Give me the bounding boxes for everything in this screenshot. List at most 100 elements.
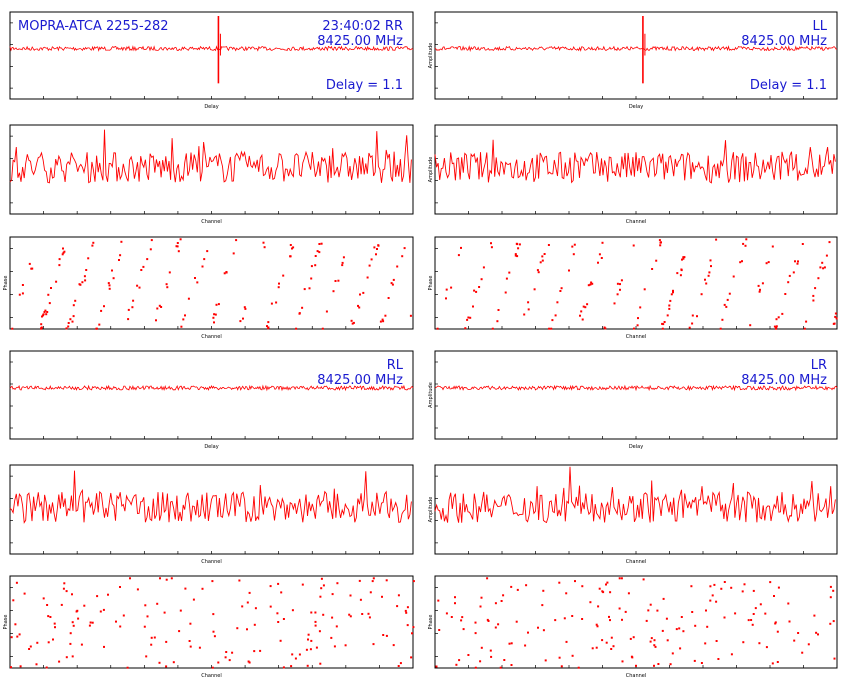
phase-point	[78, 283, 81, 286]
phase-point	[595, 646, 598, 649]
phase-point	[391, 283, 394, 286]
phase-point	[138, 286, 141, 289]
frequency-label: 8425.00 MHz	[741, 373, 827, 388]
y-axis-label: Amplitude	[428, 497, 434, 523]
phase-point	[129, 577, 131, 580]
phase-point	[630, 655, 633, 658]
phase-point	[817, 277, 820, 280]
phase-point	[411, 632, 413, 635]
phase-point	[510, 642, 513, 645]
phase-point	[500, 600, 503, 602]
phase-point	[508, 271, 511, 274]
phase-point	[480, 278, 483, 281]
phase-point	[188, 640, 191, 642]
phase-point	[350, 319, 353, 322]
phase-point	[48, 302, 51, 305]
phase-point	[292, 246, 295, 249]
phase-point	[392, 644, 395, 647]
phase-point	[211, 580, 214, 583]
phase-point	[88, 624, 91, 627]
phase-point	[554, 314, 557, 317]
phase-point	[146, 258, 149, 261]
phase-point	[397, 594, 400, 597]
phase-point	[295, 327, 298, 330]
phase-point	[711, 594, 714, 597]
phase-point	[359, 598, 362, 601]
phase-point	[775, 318, 778, 321]
phase-point	[45, 666, 48, 669]
phase-point	[543, 253, 546, 255]
phase-point	[710, 265, 712, 268]
phase-point	[232, 252, 235, 255]
phase-point	[331, 616, 334, 619]
phase-point	[342, 256, 345, 259]
phase-point	[537, 271, 540, 274]
phase-point	[612, 645, 615, 648]
phase-point	[437, 599, 440, 602]
plot-frame	[9, 236, 414, 330]
phase-point	[359, 293, 361, 296]
phase-point	[637, 317, 639, 320]
phase-point	[591, 647, 594, 650]
phase-point	[267, 326, 270, 329]
phase-point	[277, 621, 280, 623]
phase-point	[76, 609, 79, 612]
phase-point	[726, 298, 729, 301]
phase-point	[450, 286, 453, 289]
phase-point	[176, 242, 179, 244]
phase-point	[559, 290, 562, 292]
phase-point	[666, 314, 669, 317]
phase-point	[834, 312, 837, 315]
phase-point	[92, 241, 95, 244]
phase-point	[663, 321, 666, 323]
phase-point	[47, 293, 50, 296]
phase-point	[565, 640, 568, 643]
phase-point	[146, 615, 149, 618]
phase-point	[289, 255, 292, 258]
phase-point	[486, 577, 489, 580]
phase-point	[409, 314, 412, 317]
phase-point	[514, 253, 517, 256]
phase-point	[682, 630, 685, 633]
phase-point	[11, 327, 14, 330]
phase-point	[454, 596, 456, 599]
phase-point	[752, 589, 755, 592]
phase-point	[771, 245, 774, 248]
phase-point	[289, 244, 292, 246]
phase-point	[661, 322, 664, 325]
phase-point	[645, 619, 648, 622]
phase-point	[21, 284, 24, 286]
phase-point	[160, 306, 163, 308]
phase-point	[91, 244, 94, 247]
x-axis-label: Delay	[204, 104, 218, 110]
phase-point	[516, 255, 519, 258]
phase-point	[829, 596, 832, 599]
phase-point	[168, 271, 171, 274]
phase-point	[314, 255, 317, 257]
phase-point	[473, 289, 476, 292]
phase-point	[662, 597, 665, 600]
phase-point	[796, 262, 799, 265]
plot-frame	[434, 464, 838, 555]
phase-point	[662, 323, 665, 326]
phase-point	[371, 580, 374, 583]
phase-point	[777, 586, 780, 589]
phase-point	[558, 656, 561, 659]
phase-point	[815, 631, 818, 634]
phase-point	[486, 618, 489, 621]
phase-point	[126, 666, 129, 669]
phase-point	[595, 623, 598, 626]
phase-point	[643, 288, 646, 291]
phase-point	[403, 247, 406, 250]
phase-point	[571, 245, 574, 248]
phase-point	[277, 582, 280, 585]
phase-point	[212, 630, 215, 633]
phase-point	[792, 271, 795, 274]
phase-point	[691, 611, 694, 613]
phase-point	[242, 317, 244, 320]
phase-point	[584, 306, 587, 309]
phase-point	[165, 283, 168, 286]
phase-point	[91, 621, 94, 624]
phase-point	[136, 284, 139, 287]
phase-point	[764, 612, 767, 615]
